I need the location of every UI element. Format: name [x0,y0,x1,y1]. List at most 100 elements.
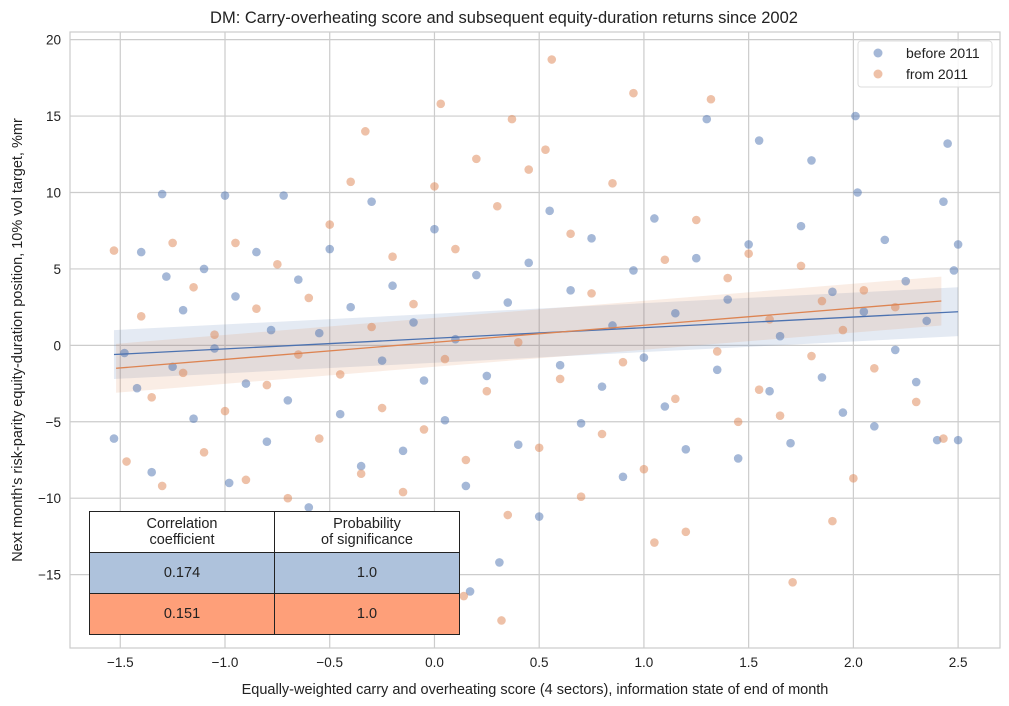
x-tick-label: −1.0 [212,655,239,670]
stats-table: Correlation coefficient Probability of s… [89,511,460,635]
data-point [377,356,387,365]
table-cell-probability-before-2011: 1.0 [274,552,460,594]
data-point [178,368,188,378]
data-point [524,258,534,268]
data-point [870,422,879,431]
data-point [744,249,753,258]
table-cell-correlation-from-2011: 0.151 [89,593,275,635]
data-point [555,360,565,370]
x-tick-label: 0.5 [530,655,549,670]
data-point [325,220,335,229]
data-point [576,492,586,501]
data-point [880,235,890,245]
data-point [576,419,586,428]
data-point [849,474,858,483]
data-point [335,409,345,419]
data-point [788,577,797,587]
y-tick-label: 20 [46,33,61,48]
data-point [723,295,733,304]
data-point [691,215,701,225]
data-point [162,272,171,281]
table-cell-probability-from-2011: 1.0 [274,593,460,635]
chart-title: DM: Carry-overheating score and subseque… [210,9,798,27]
data-point [492,201,502,211]
data-point [109,434,119,443]
data-point [388,252,397,261]
data-point [817,296,827,306]
data-point [440,415,450,425]
data-point [639,464,649,474]
y-tick-label: −5 [46,415,61,430]
data-point [547,55,557,64]
data-point [109,246,119,255]
data-point [723,273,733,283]
data-point [482,386,492,396]
data-point [733,417,743,427]
data-point [681,527,691,537]
data-point [859,307,869,317]
x-tick-label: 2.0 [844,655,863,670]
data-point [266,325,276,335]
data-point [283,396,293,405]
data-point [507,114,517,124]
data-point [430,182,439,191]
data-point [252,304,261,313]
data-point [178,305,188,315]
data-point [513,440,523,450]
y-tick-label: −10 [38,491,61,506]
data-point [566,229,575,239]
data-point [346,177,355,187]
data-point [157,189,167,199]
data-point [541,145,550,154]
data-point [294,350,303,359]
data-point [828,516,837,526]
data-point [817,373,827,382]
data-point [597,382,607,391]
data-point [132,383,142,393]
data-point [765,315,774,324]
data-point [671,394,680,404]
data-point [712,347,722,356]
data-point [459,591,469,601]
data-point [890,345,900,355]
data-point [870,363,879,373]
data-point [283,493,293,503]
data-point [472,154,481,164]
data-point [943,139,952,148]
data-point [189,282,198,292]
data-point [346,302,355,312]
data-point [304,293,314,303]
data-point [262,437,272,446]
data-point [314,434,324,443]
data-point [587,234,596,243]
regression-line [116,300,942,369]
data-point [136,312,146,321]
data-point [461,455,471,465]
data-point [566,286,575,295]
data-point [440,354,450,364]
data-point [754,385,764,394]
data-point [157,481,167,491]
x-tick-label: 1.5 [739,655,758,670]
data-point [754,136,764,145]
x-tick-label: 2.5 [949,655,968,670]
data-point [168,238,177,248]
data-point [252,247,261,257]
data-point [775,411,785,420]
data-point [608,179,617,188]
data-point [436,99,446,109]
data-point [461,481,471,491]
legend-label-from-2011: from 2011 [906,66,968,82]
data-point [231,292,240,301]
data-point [122,457,131,466]
data-point [922,316,931,326]
data-point [807,156,816,165]
data-point [356,469,366,479]
data-point [325,244,335,254]
data-point [199,448,209,457]
y-tick-label: 5 [53,262,61,277]
data-point [419,425,429,434]
data-point [629,88,638,98]
data-point [807,351,816,361]
x-tick-label: 1.0 [635,655,654,670]
